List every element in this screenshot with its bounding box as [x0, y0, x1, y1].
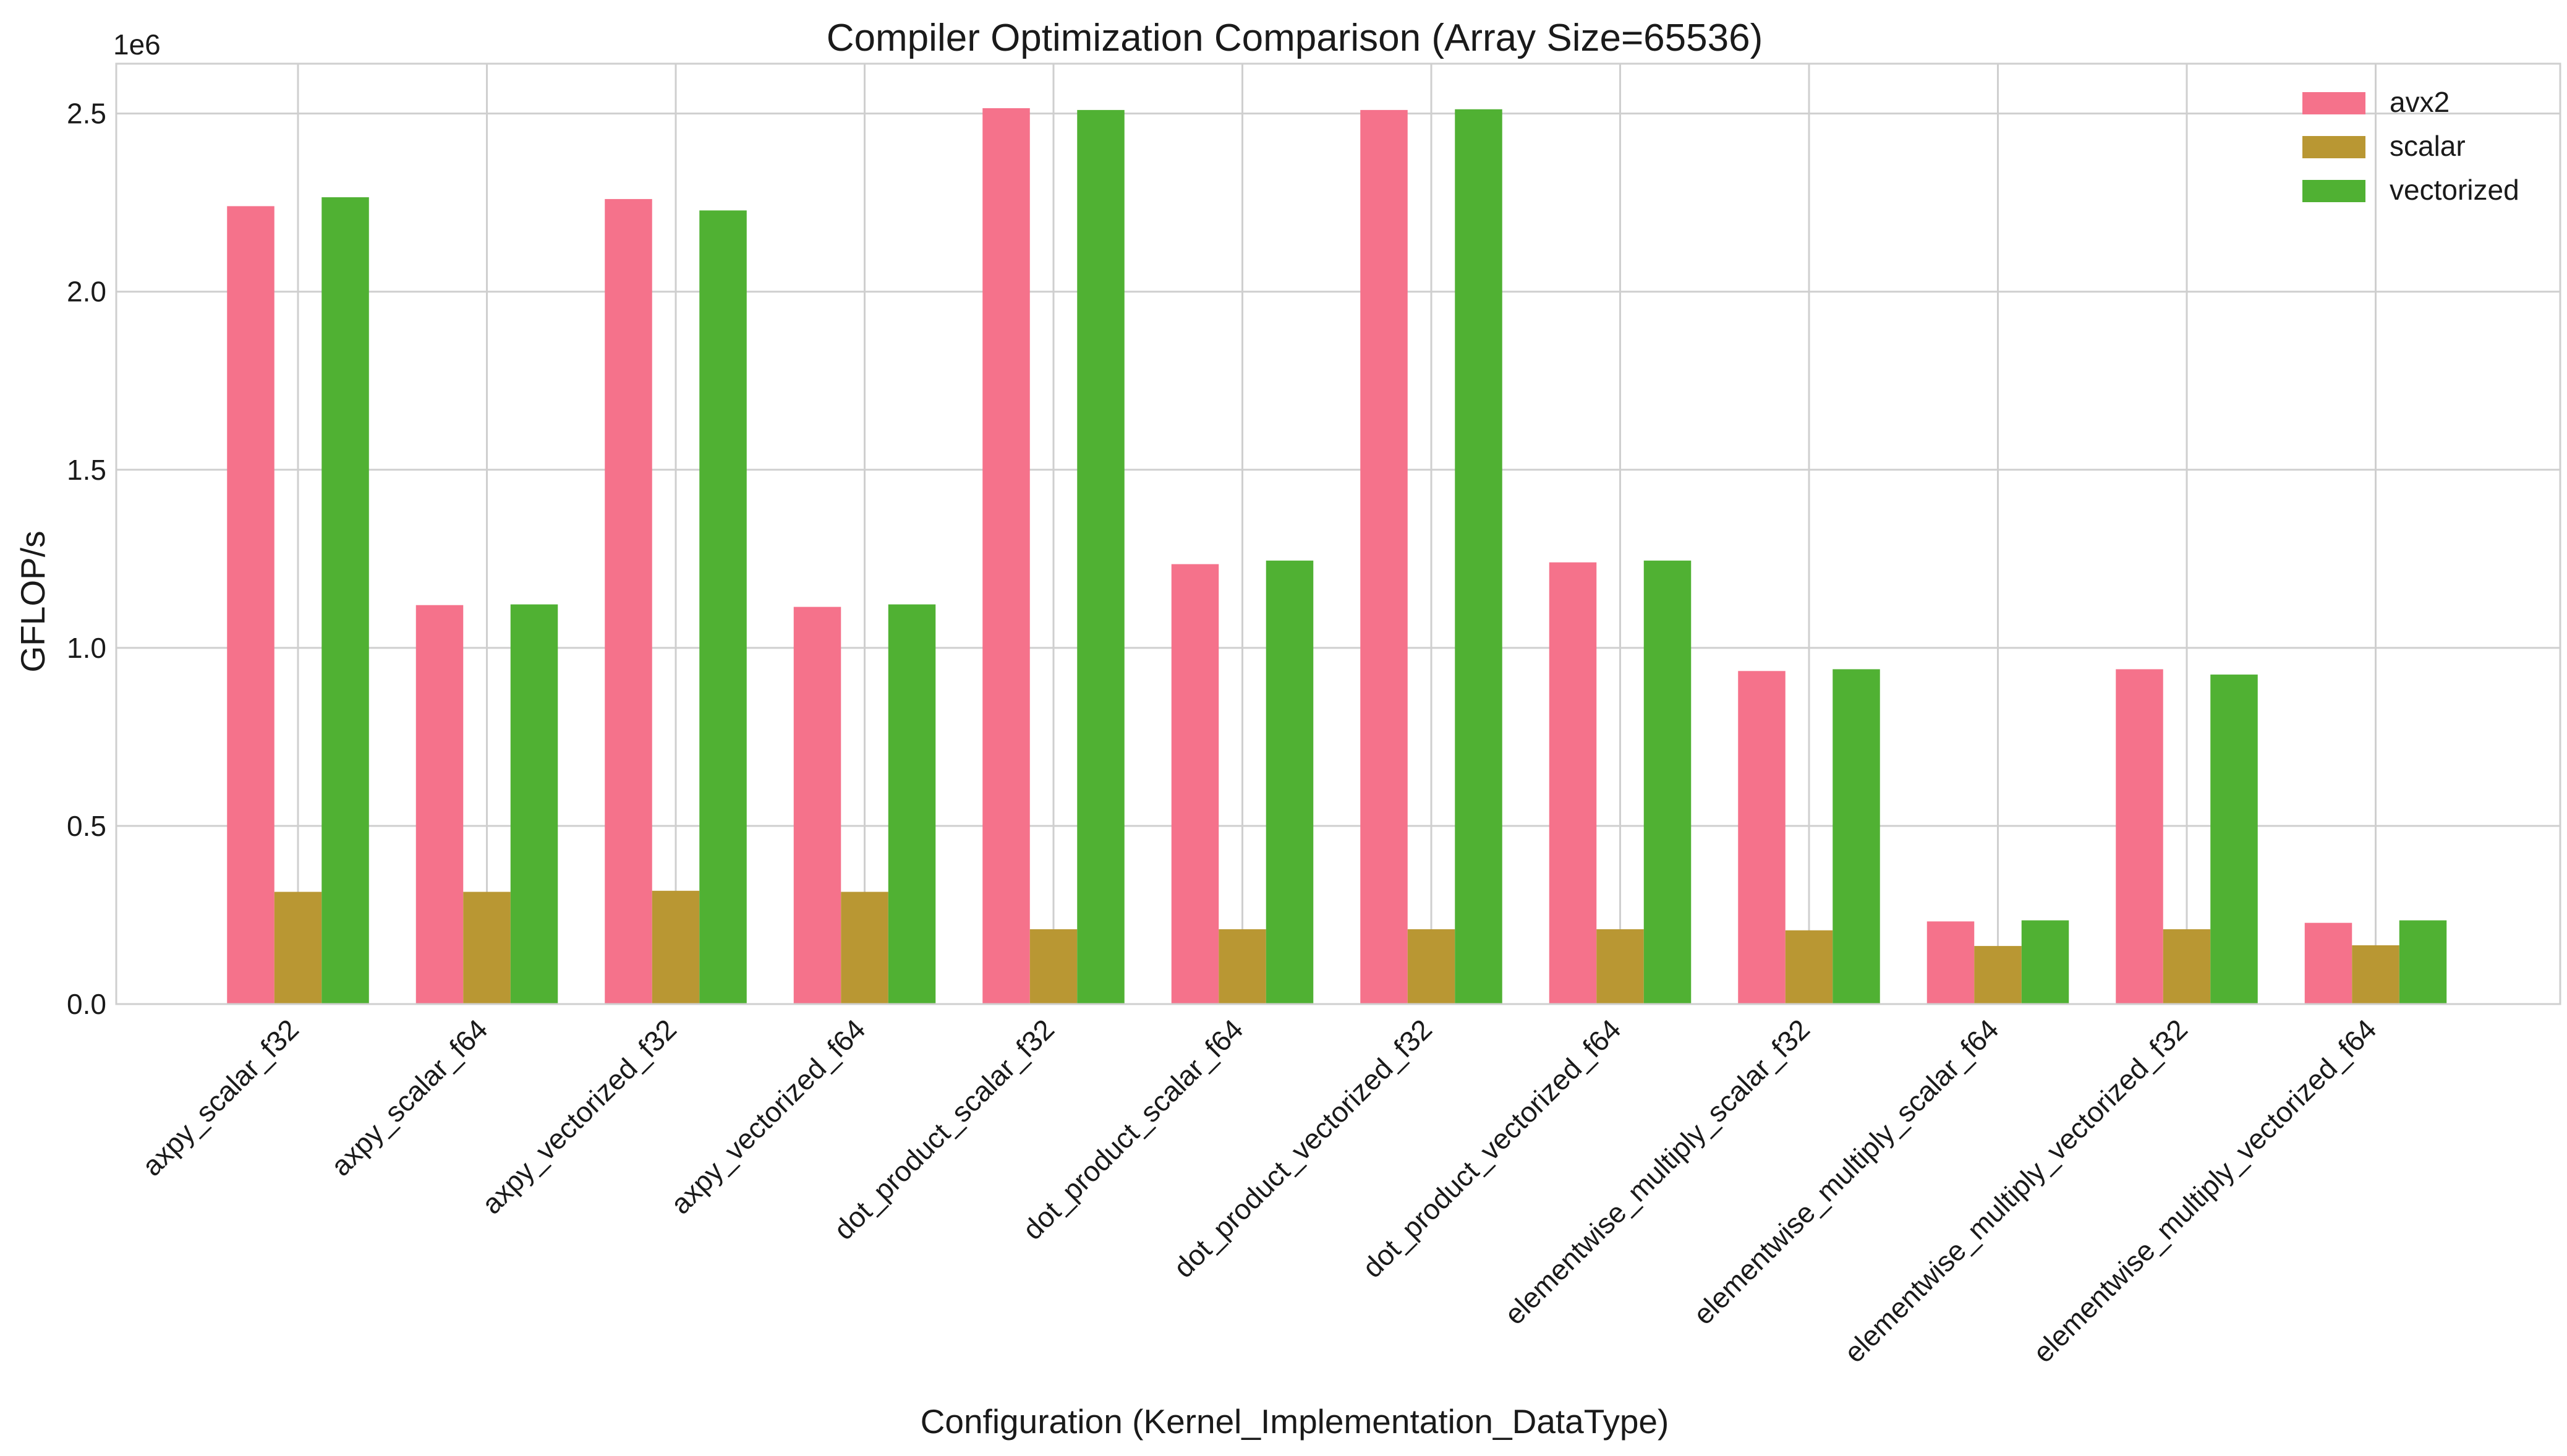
y-tick-label: 2.0 [67, 276, 106, 308]
y-tick-label: 2.5 [67, 98, 106, 130]
bar-scalar-elementwise_multiply_scalar_f32 [1785, 930, 1833, 1004]
bar-scalar-dot_product_scalar_f64 [1219, 929, 1266, 1004]
bar-vectorized-dot_product_scalar_f32 [1077, 109, 1125, 1005]
bar-vectorized-axpy_vectorized_f32 [699, 210, 747, 1005]
x-axis-label: Configuration (Kernel_Implementation_Dat… [921, 1402, 1669, 1441]
bar-vectorized-elementwise_multiply_scalar_f32 [1833, 669, 1880, 1004]
bar-avx2-axpy_vectorized_f32 [605, 198, 652, 1004]
bar-vectorized-dot_product_vectorized_f32 [1455, 109, 1502, 1004]
bar-avx2-dot_product_scalar_f64 [1171, 564, 1219, 1004]
legend-label-scalar: scalar [2390, 130, 2466, 162]
y-axis-offset-label: 1e6 [113, 28, 161, 61]
bar-vectorized-dot_product_vectorized_f64 [1643, 560, 1692, 1004]
bar-scalar-elementwise_multiply_vectorized_f32 [2163, 929, 2211, 1004]
bar-scalar-dot_product_vectorized_f64 [1596, 929, 1644, 1004]
bar-avx2-dot_product_vectorized_f32 [1360, 109, 1408, 1005]
legend-swatch-vectorized [2302, 180, 2365, 202]
bar-avx2-axpy_vectorized_f64 [793, 607, 841, 1004]
y-tick-label: 1.0 [67, 632, 106, 664]
bar-scalar-axpy_scalar_f64 [463, 892, 511, 1004]
y-tick-labels: 0.0 0.5 1.0 1.5 2.0 2.5 [67, 98, 106, 1020]
bar-scalar-axpy_vectorized_f32 [652, 890, 700, 1004]
bar-vectorized-axpy_scalar_f64 [510, 604, 558, 1004]
legend: avx2 scalar vectorized [2302, 86, 2519, 206]
bar-avx2-elementwise_multiply_vectorized_f32 [2116, 669, 2163, 1004]
bar-vectorized-elementwise_multiply_vectorized_f32 [2210, 675, 2258, 1004]
bar-avx2-axpy_scalar_f32 [227, 206, 275, 1004]
bar-avx2-elementwise_multiply_vectorized_f64 [2304, 922, 2352, 1004]
legend-label-avx2: avx2 [2390, 86, 2450, 118]
bar-scalar-dot_product_vectorized_f32 [1407, 929, 1455, 1004]
bar-avx2-elementwise_multiply_scalar_f32 [1738, 671, 1786, 1004]
legend-swatch-scalar [2302, 136, 2365, 158]
bar-vectorized-axpy_vectorized_f64 [888, 604, 936, 1004]
bar-vectorized-dot_product_scalar_f64 [1266, 560, 1314, 1004]
bar-vectorized-axpy_scalar_f32 [321, 197, 369, 1004]
bar-scalar-elementwise_multiply_scalar_f64 [1974, 946, 2022, 1004]
y-axis-label: GFLOP/s [14, 530, 52, 672]
legend-label-vectorized: vectorized [2390, 174, 2519, 206]
chart-title: Compiler Optimization Comparison (Array … [827, 17, 1763, 59]
bar-scalar-axpy_vectorized_f64 [841, 892, 888, 1004]
bars [227, 108, 2447, 1005]
plot-frame [115, 62, 2561, 1005]
y-tick-label: 1.5 [67, 454, 106, 486]
legend-swatch-avx2 [2302, 92, 2365, 114]
bar-scalar-axpy_scalar_f32 [274, 892, 322, 1004]
bar-vectorized-elementwise_multiply_vectorized_f64 [2399, 920, 2447, 1004]
bar-scalar-elementwise_multiply_vectorized_f64 [2352, 945, 2399, 1004]
bar-avx2-dot_product_vectorized_f64 [1549, 562, 1597, 1004]
bar-avx2-dot_product_scalar_f32 [982, 108, 1030, 1004]
bar-avx2-axpy_scalar_f64 [415, 605, 464, 1004]
y-tick-label: 0.0 [67, 988, 106, 1020]
bar-vectorized-elementwise_multiply_scalar_f64 [2021, 920, 2069, 1004]
bar-scalar-dot_product_scalar_f32 [1029, 929, 1078, 1004]
bar-avx2-elementwise_multiply_scalar_f64 [1926, 921, 1975, 1004]
y-tick-label: 0.5 [67, 810, 106, 842]
